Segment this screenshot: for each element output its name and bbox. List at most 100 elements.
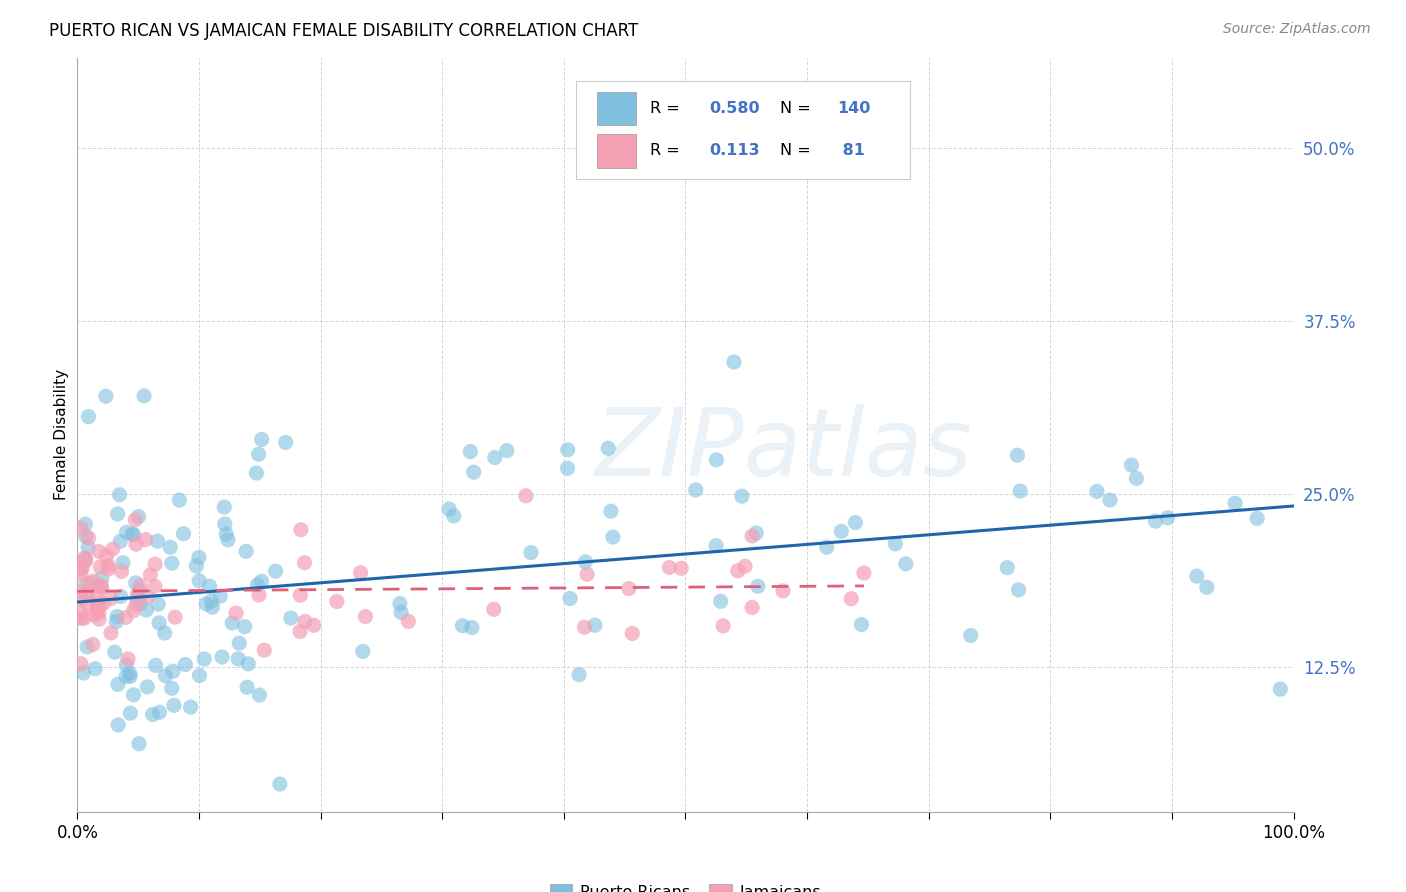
Point xyxy=(741,600,763,615)
Point xyxy=(226,652,249,666)
Point xyxy=(201,600,224,615)
Point xyxy=(77,576,100,591)
Point xyxy=(122,527,145,541)
Point xyxy=(463,465,485,479)
Point xyxy=(894,557,917,571)
Point xyxy=(90,579,112,593)
Point xyxy=(274,435,297,450)
Point xyxy=(294,615,316,629)
Point xyxy=(97,562,120,576)
Text: R =: R = xyxy=(650,144,690,158)
Point xyxy=(115,610,138,624)
Point xyxy=(132,389,155,403)
Point xyxy=(741,529,763,543)
Point xyxy=(617,582,640,596)
Point xyxy=(70,561,93,575)
Point xyxy=(844,516,866,530)
Point xyxy=(482,602,505,616)
Point xyxy=(1185,569,1208,583)
Point xyxy=(143,579,166,593)
Point xyxy=(148,706,170,720)
Point xyxy=(214,516,236,531)
Point xyxy=(70,657,93,671)
Point xyxy=(1010,483,1032,498)
Point xyxy=(75,552,97,566)
Point xyxy=(1121,458,1143,472)
Point xyxy=(91,597,114,611)
Point xyxy=(706,452,728,467)
Point xyxy=(72,665,94,680)
Point xyxy=(100,626,122,640)
Point xyxy=(90,572,112,586)
Point xyxy=(83,574,105,588)
Point xyxy=(495,443,517,458)
Point xyxy=(745,526,768,541)
Point xyxy=(290,588,312,602)
Point xyxy=(1098,493,1121,508)
Point xyxy=(70,585,93,599)
Point xyxy=(246,578,269,592)
Point xyxy=(288,624,311,639)
Point xyxy=(1007,448,1029,462)
Point xyxy=(602,530,624,544)
Point xyxy=(599,504,621,518)
Point xyxy=(143,557,166,571)
Point xyxy=(460,444,482,458)
Point xyxy=(188,668,211,682)
Point xyxy=(727,564,749,578)
Point xyxy=(852,566,875,580)
Point xyxy=(576,567,599,582)
Point xyxy=(87,579,110,593)
Text: N =: N = xyxy=(780,101,811,116)
Point xyxy=(1144,514,1167,528)
Point xyxy=(96,549,118,563)
Point xyxy=(209,589,232,603)
Point xyxy=(107,507,129,521)
Point xyxy=(145,658,167,673)
Point xyxy=(169,493,191,508)
Point xyxy=(136,680,159,694)
Point xyxy=(815,540,838,554)
Point xyxy=(125,575,148,590)
Point xyxy=(247,588,270,602)
Point xyxy=(772,583,794,598)
Point xyxy=(214,500,236,514)
Point xyxy=(583,618,606,632)
Point xyxy=(174,657,197,672)
Point xyxy=(186,558,208,573)
Point xyxy=(264,564,287,578)
Point xyxy=(658,560,681,574)
Point xyxy=(294,556,316,570)
Point xyxy=(451,618,474,632)
Point xyxy=(160,681,183,696)
Point xyxy=(75,554,97,568)
Legend: Puerto Ricans, Jamaicans: Puerto Ricans, Jamaicans xyxy=(541,876,830,892)
Point xyxy=(107,718,129,732)
Point xyxy=(484,450,506,465)
Point xyxy=(100,591,122,606)
Point xyxy=(228,636,250,650)
Point xyxy=(97,558,120,573)
Point xyxy=(105,609,128,624)
Point xyxy=(128,737,150,751)
Point xyxy=(217,533,239,547)
Point xyxy=(127,587,149,601)
Point xyxy=(120,669,142,683)
Point xyxy=(135,603,157,617)
Point xyxy=(86,599,108,614)
Point xyxy=(70,521,93,535)
Point xyxy=(669,561,692,575)
Point xyxy=(245,466,267,480)
Point xyxy=(515,489,537,503)
Point xyxy=(75,577,97,591)
Point xyxy=(128,509,150,524)
Point xyxy=(118,666,141,681)
Point xyxy=(163,698,186,713)
Point xyxy=(711,619,734,633)
Point xyxy=(235,544,257,558)
Point xyxy=(90,581,112,595)
Point xyxy=(83,608,105,623)
Point xyxy=(1125,471,1147,485)
Point xyxy=(159,540,181,554)
Point xyxy=(125,591,148,606)
